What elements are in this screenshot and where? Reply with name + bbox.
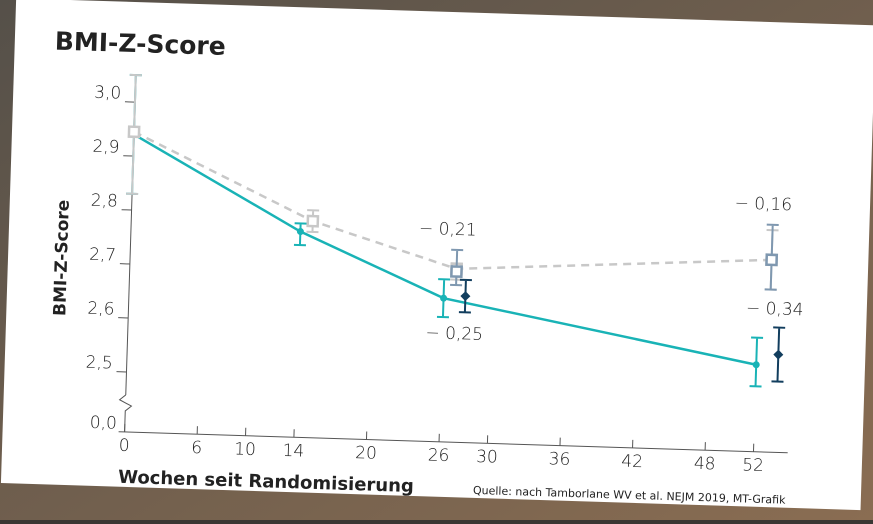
page: {"chart_data": { "type": "line", "title"…	[0, 0, 873, 524]
y-tick-label: 2,8	[90, 191, 118, 212]
marker	[308, 216, 318, 226]
x-tick-label: 0	[118, 436, 129, 456]
x-tick-label: 14	[282, 441, 304, 462]
y-axis-label: BMI-Z-Score	[50, 199, 74, 316]
x-tick-label: 26	[427, 445, 449, 466]
y-tick-label: 2,9	[92, 137, 120, 158]
data-label: − 0,34	[746, 299, 804, 321]
x-tick-label: 10	[234, 439, 256, 460]
chart-title: BMI-Z-Score	[54, 27, 226, 61]
y-tick-label: 2,6	[87, 299, 115, 320]
x-tick-label: 42	[621, 452, 643, 473]
x-tick-label: 6	[191, 438, 202, 458]
y-tick-label: 2,7	[89, 245, 117, 266]
y-tick-label: 3,0	[94, 83, 122, 104]
data-label: − 0,25	[425, 323, 483, 345]
marker	[129, 127, 139, 137]
x-tick-label: 30	[476, 447, 498, 468]
x-tick-label: 48	[694, 454, 716, 475]
y-tick-label: 0,0	[90, 413, 118, 434]
chart: BMI-Z-Score BMI-Z-Score Wochen seit Rand…	[0, 0, 873, 520]
data-label: − 0,16	[734, 194, 792, 216]
data-label: − 0,21	[419, 219, 477, 241]
paper	[1, 0, 873, 510]
y-tick-label: 2,5	[85, 353, 113, 374]
x-tick-label: 36	[548, 449, 570, 470]
marker	[451, 266, 461, 276]
x-tick-label: 52	[742, 455, 764, 476]
marker	[766, 255, 776, 265]
card: BMI-Z-Score BMI-Z-Score Wochen seit Rand…	[1, 0, 873, 511]
x-tick-label: 20	[355, 443, 377, 464]
